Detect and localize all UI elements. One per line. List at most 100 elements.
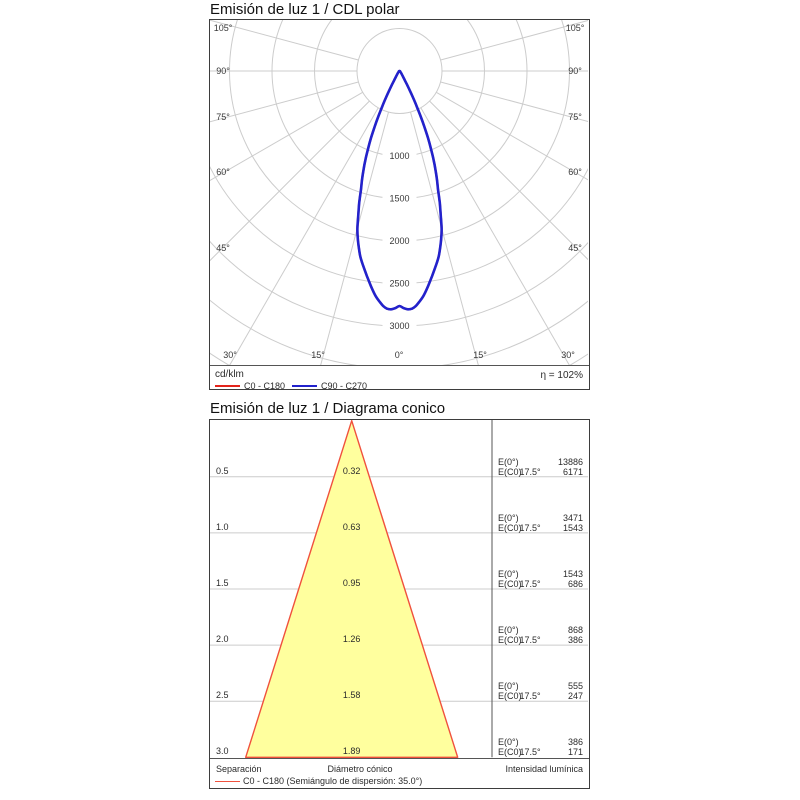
beam-angle-value: 17.5° [519,747,541,758]
col-header-intensity: Intensidad lumínica [505,764,583,774]
cone-diameter-value: 0.63 [342,521,361,532]
ec0-label: E(C0) [498,466,522,477]
e0-label: E(0°) [498,737,519,748]
ec0-label: E(C0) [498,691,522,702]
polar-chart-title: Emisión de luz 1 / CDL polar [210,1,400,18]
ec0-label: E(C0) [498,579,522,589]
beam-angle-value: 17.5° [519,691,541,702]
ec0-value: 247 [567,691,583,702]
ec0-label: E(C0) [498,522,522,533]
ec0-value: 1543 [562,522,583,533]
cone-diameter-value: 1.58 [342,690,361,701]
ec0-value: 171 [567,747,583,758]
radial-label-mask [382,235,417,247]
e0-value: 13886 [557,456,583,467]
ec0-value: 686 [567,579,583,589]
cone-legend-swatch-icon [215,781,240,782]
polar-grid-ray [210,91,363,182]
polar-grid-ray [440,81,588,123]
beam-angle-value: 17.5° [519,522,541,533]
radial-label-mask [382,320,417,332]
angle-tick-label-left: 60° [216,167,230,177]
polar-grid-ray [210,20,359,61]
e0-value: 555 [567,681,583,692]
polar-grid-ray [410,111,479,365]
angle-tick-label-left: 45° [216,243,230,253]
polar-grid-ray [440,20,588,61]
radial-tick-label: 1500 [389,194,409,204]
separation-value: 2.5 [216,690,229,701]
e0-value: 3471 [562,512,583,523]
radial-label-mask [382,150,417,162]
ec0-value: 386 [567,635,583,646]
polar-legend-c0-label: C0 - C180 [244,381,286,391]
e0-value: 386 [567,737,583,748]
light-output-ratio: η = 102% [540,370,583,381]
cone-chart-title: Emisión de luz 1 / Diagrama conico [210,400,446,417]
cone-plot [210,420,588,758]
radial-tick-label: 3000 [389,321,409,331]
e0-label: E(0°) [498,512,519,523]
separation-value: 0.5 [216,465,229,476]
beam-angle-value: 17.5° [519,635,541,646]
angle-tick-label-bottom: 15° [311,350,325,360]
radial-tick-label: 2500 [389,279,409,289]
polar-grid-ray [210,100,370,262]
angle-tick-label-bottom: 0° [395,350,404,360]
e0-value: 1543 [562,569,583,579]
radial-label-mask [382,278,417,289]
ec0-value: 6171 [562,466,583,477]
angle-tick-label-left: 105° [214,23,233,33]
angle-tick-label-right: 60° [568,167,582,177]
separation-value: 1.0 [216,521,229,532]
e0-label: E(0°) [498,456,519,467]
radial-tick-label: 1000 [389,151,409,161]
c90-c270-swatch-icon [292,385,317,387]
beam-angle-value: 17.5° [519,466,541,477]
angle-tick-label-right: 45° [568,243,582,253]
e0-label: E(0°) [498,681,519,692]
polar-grid-ray [210,81,359,123]
separation-value: 3.0 [216,746,229,757]
cone-diameter-value: 1.89 [342,746,361,757]
polar-chart-box: 1000 1500 2000 2500 3000 105° 105° 90° 90° 75° 75°… [209,19,590,391]
separation-value: 2.0 [216,634,229,645]
polar-unit-label: cd/klm [215,369,244,380]
light-cone-triangle [245,420,459,758]
e0-label: E(0°) [498,625,519,636]
radial-label-mask [382,193,417,204]
angle-tick-label-right: 105° [566,23,585,33]
polar-grid-circle [229,20,570,242]
cone-diameter-value: 1.26 [342,634,361,645]
ec0-label: E(C0) [498,747,522,758]
polar-grid-ray [229,107,379,365]
cone-footer: Separación Diámetro cónico Intensidad lu… [210,758,589,788]
polar-grid-ray [320,111,389,365]
e0-value: 868 [567,625,583,636]
cone-chart-box: 0.5 0.32 E(0°) 13886 E(C0) 17.5° 6171 1.0 0.63 E(… [209,419,590,789]
cone-diameter-value: 0.95 [342,578,361,588]
angle-tick-label-left: 75° [216,112,230,122]
curve-c0-c180 [356,69,443,311]
polar-plot: 1000 1500 2000 2500 3000 105° 105° 90° 90° 75° 75°… [210,20,588,365]
angle-tick-label-bottom: 15° [473,350,487,360]
angle-tick-label-right: 75° [568,112,582,122]
separation-value: 1.5 [216,578,229,588]
col-header-separation: Separación [216,764,262,774]
radial-tick-label: 2000 [389,236,409,246]
angle-tick-label-bottom: 30° [223,350,237,360]
cone-legend-label: C0 - C180 (Semiángulo de dispersión: 35.… [243,776,423,786]
polar-legend: cd/klm η = 102% C0 - C180 C90 - C270 [210,365,589,391]
beam-angle-value: 17.5° [519,579,541,589]
angle-tick-label-left: 90° [216,66,230,76]
polar-grid-ray [429,100,588,261]
angle-tick-label-right: 90° [568,66,582,76]
col-header-diameter: Diámetro cónico [327,764,393,774]
c0-c180-swatch-icon [215,385,240,387]
ec0-label: E(C0) [498,635,522,646]
cone-diameter-value: 0.32 [342,465,361,476]
e0-label: E(0°) [498,569,519,579]
polar-grid-ray [420,107,570,365]
curve-c90-c270 [356,69,443,311]
